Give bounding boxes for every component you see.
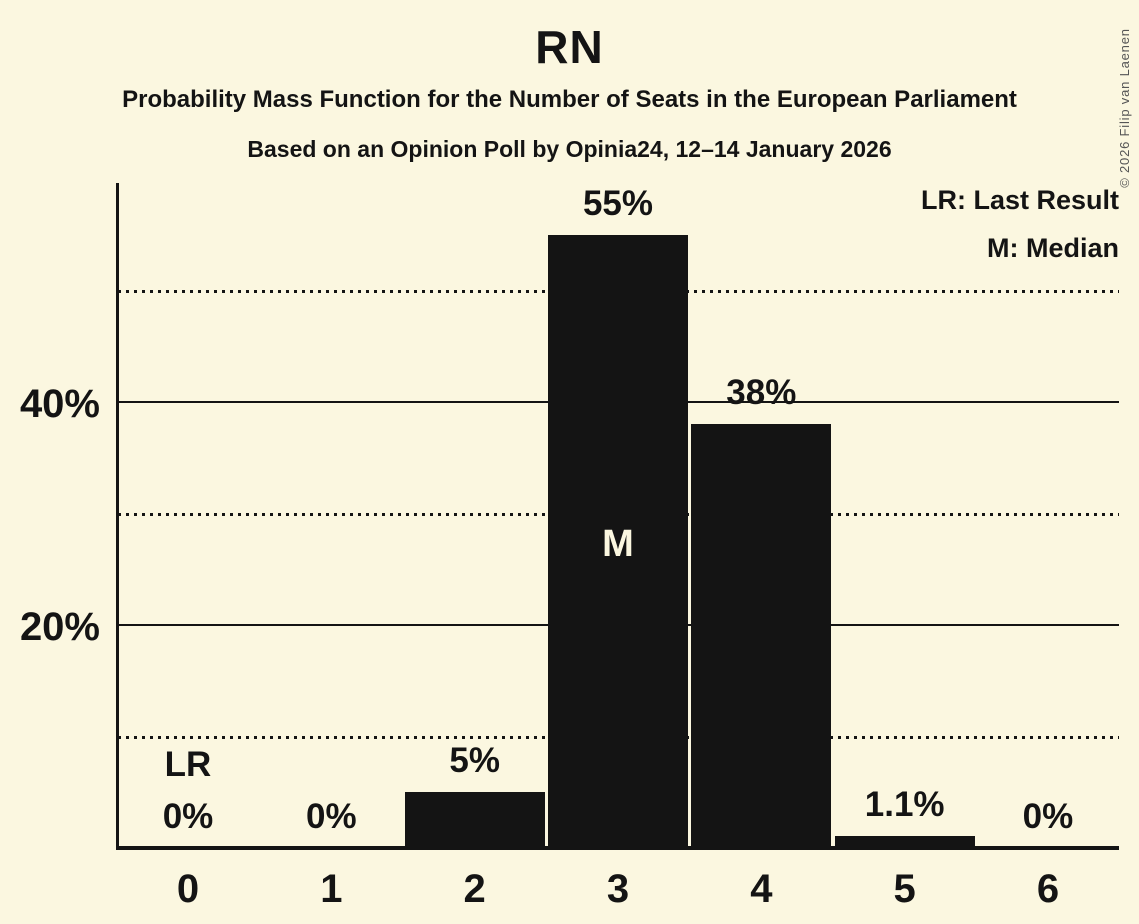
x-tick-label-2: 2 [463, 867, 486, 911]
x-tick-label-4: 4 [750, 867, 773, 911]
bar-value-label-3: 55% [582, 184, 654, 223]
last-result-marker-label: LR [164, 745, 212, 784]
x-tick-label-5: 5 [893, 867, 916, 911]
x-tick-label-3: 3 [606, 867, 630, 911]
bar-seats-2 [404, 792, 545, 848]
median-marker-label: M [602, 522, 634, 565]
x-tick-label-0: 0 [176, 867, 200, 911]
x-tick-label-6: 6 [1036, 867, 1060, 911]
bar-seats-3 [547, 235, 688, 848]
x-axis-line [116, 846, 1119, 850]
bar-value-label-4: 38% [726, 373, 797, 412]
chart-title: RN [535, 21, 604, 73]
bar-value-label-0: 0% [162, 797, 214, 836]
y-axis-label-20: 20% [19, 605, 100, 649]
bar-seats-4 [691, 424, 832, 848]
x-tick-label-1: 1 [320, 867, 343, 911]
bar-value-label-5: 1.1% [864, 785, 945, 824]
bar-seats-5 [834, 836, 975, 848]
chart-source-line: Based on an Opinion Poll by Opinia24, 12… [247, 136, 892, 162]
legend-median: M: Median [987, 233, 1119, 263]
y-axis-line [116, 183, 119, 850]
y-axis-label-40: 40% [19, 382, 100, 426]
chart-subtitle: Probability Mass Function for the Number… [122, 86, 1017, 113]
bar-value-label-1: 0% [306, 797, 357, 836]
bar-value-label-6: 0% [1022, 797, 1074, 836]
bar-value-label-2: 5% [449, 741, 500, 780]
legend-last-result: LR: Last Result [920, 185, 1119, 215]
